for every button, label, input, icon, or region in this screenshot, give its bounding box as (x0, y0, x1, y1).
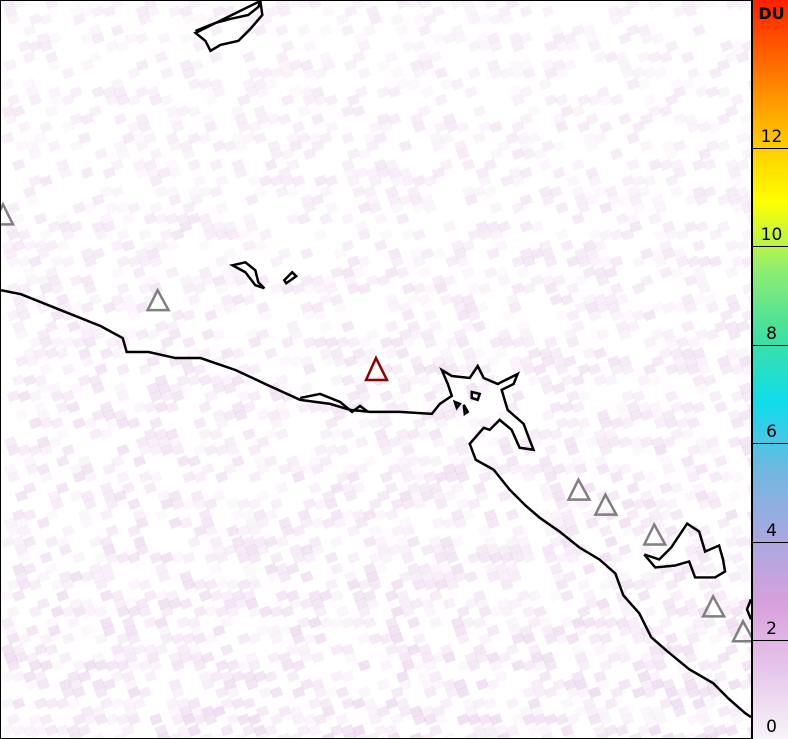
coastline-island-small-2 (282, 270, 299, 285)
colorbar-tick (753, 147, 788, 149)
volcano-marker (566, 477, 592, 501)
colorbar-tick (753, 246, 788, 248)
coastline-islet (452, 390, 482, 417)
coastline-main (1, 288, 751, 719)
colorbar-tick-label: 10 (760, 225, 783, 246)
colorbar-tick-label: 6 (766, 422, 777, 443)
coastline-island-small (228, 260, 266, 290)
colorbar: DU 0 2 4 6 8 10 12 (751, 0, 788, 739)
so2-pixel-field (1, 1, 751, 738)
colorbar-tick (753, 640, 788, 642)
coastline-peninsula-east (643, 521, 727, 579)
colorbar-tick-label: 2 (766, 619, 777, 640)
colorbar-unit-label: DU (758, 4, 785, 23)
colorbar-tick-label: 0 (766, 717, 777, 737)
colorbar-tick-label: 4 (766, 520, 777, 541)
colorbar-tick (753, 344, 788, 346)
colorbar-tick (753, 443, 788, 445)
volcano-marker (701, 593, 727, 618)
volcano-marker (145, 287, 171, 312)
volcano-marker (593, 491, 619, 516)
coastline-right-edge (745, 598, 751, 620)
coastline-islands-west (299, 392, 369, 414)
volcano-marker (1, 201, 16, 226)
volcano-marker (731, 618, 751, 643)
volcano-marker-active (364, 355, 389, 382)
colorbar-tick-label: 8 (766, 323, 777, 344)
map-panel (0, 0, 752, 739)
colorbar-tick-label: 12 (760, 126, 783, 147)
coastlines (1, 1, 751, 719)
volcano-marker (642, 521, 668, 546)
colorbar-tick (753, 541, 788, 543)
coastline-island-north (193, 1, 264, 53)
volcano-markers (1, 201, 751, 643)
